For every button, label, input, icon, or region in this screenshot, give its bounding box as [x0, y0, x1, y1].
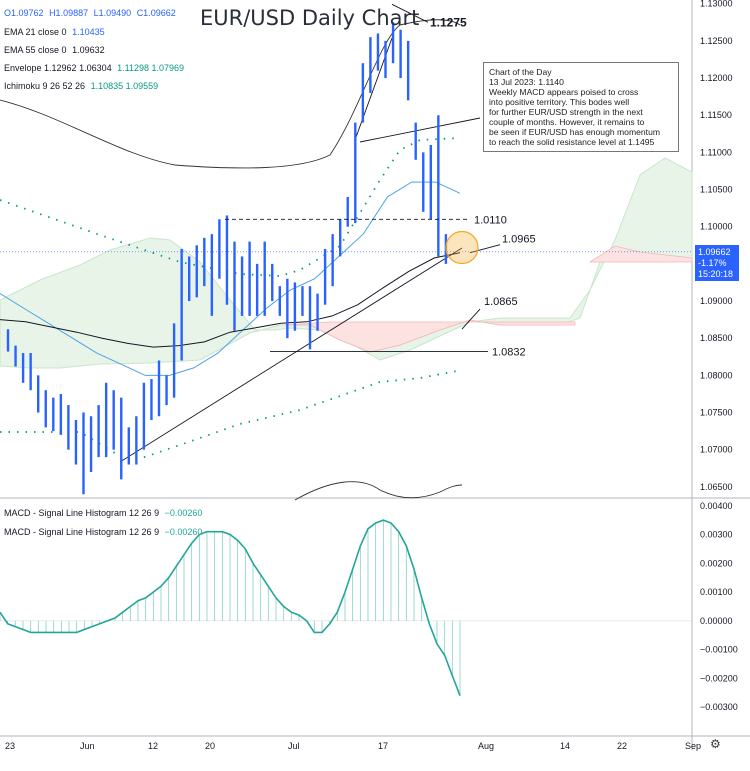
macd-axis-tick: −0.00100: [700, 645, 738, 655]
legend-ichimoku[interactable]: Ichimoku 9 26 52 26 1.10835 1.09559: [4, 81, 161, 91]
note-line: Chart of the Day: [489, 67, 552, 77]
open-value: O1.09762: [4, 8, 44, 18]
chart-of-the-day-note: Chart of the Day 13 Jul 2023: 1.1140 Wee…: [483, 62, 679, 152]
price-axis-tick: 1.07500: [700, 408, 733, 418]
macd-legend-1-value: −0.00260: [164, 508, 203, 518]
chart-title: EUR/USD Daily Chart: [200, 6, 420, 30]
macd-axis-tick: 0.00200: [700, 558, 733, 568]
note-line: be seen if EUR/USD has enough momentum: [489, 127, 661, 137]
ichimoku-cloud-red: [284, 319, 576, 353]
note-line: 13 Jul 2023: 1.1140: [489, 77, 564, 87]
time-axis-label: 17: [378, 741, 388, 751]
legend-ema21-label: EMA 21 close 0: [4, 27, 67, 37]
price-axis-tick: 1.12500: [700, 36, 733, 46]
price-axis-tick: 1.10000: [700, 222, 733, 232]
price-axis-tick: 1.07000: [700, 445, 733, 455]
legend-ema55-label: EMA 55 close 0: [4, 45, 67, 55]
note-line: into positive territory. This bodes well: [489, 97, 630, 107]
price-axis-tick: 1.08500: [700, 333, 733, 343]
note-line: to reach the solid resistance level at 1…: [489, 137, 655, 147]
price-axis-tick: 1.13000: [700, 0, 733, 9]
macd-legend-1[interactable]: MACD - Signal Line Histogram 12 26 9 −0.…: [4, 508, 205, 518]
level-label: 1.0110: [474, 214, 507, 226]
macd-legend-2[interactable]: MACD - Signal Line Histogram 12 26 9 −0.…: [4, 527, 205, 537]
bar-countdown: 15:20:18: [698, 269, 734, 279]
close-value: C1.09662: [136, 8, 176, 18]
time-axis-label: 22: [617, 741, 627, 751]
price-axis-tick: 1.10500: [700, 185, 733, 195]
legend-ema21-value: 1.10435: [72, 27, 105, 37]
low-value: L1.09490: [93, 8, 132, 18]
envelope-upper-band: [0, 19, 461, 169]
last-price-tag: 1.09662 -1.17% 15:20:18: [695, 245, 739, 281]
macd-legend-2-value: −0.00260: [164, 527, 203, 537]
highlight-circle: [445, 230, 479, 265]
note-line: couple of months. However, it remains to: [489, 117, 645, 127]
ichimoku-base-line: [359, 117, 481, 143]
envelope-upper-dots: [0, 137, 461, 277]
time-axis-label: 12: [148, 741, 158, 751]
note-line: Weekly MACD appears poised to cross: [489, 87, 639, 97]
price-axis-tick: 1.06500: [700, 482, 733, 492]
time-axis-label: Jun: [80, 741, 95, 751]
high-value: H1.09887: [49, 8, 89, 18]
ema55-line: [0, 252, 461, 348]
macd-axis-tick: 0.00300: [700, 530, 733, 540]
price-change: -1.17%: [698, 258, 727, 268]
legend-ema55-value: 1.09632: [72, 45, 105, 55]
legend-ema21[interactable]: EMA 21 close 0 1.10435: [4, 27, 108, 37]
price-axis-tick: 1.11000: [700, 147, 732, 157]
ichimoku-cloud-red: [588, 245, 693, 263]
time-axis-label: Aug: [478, 741, 494, 751]
settings-gear-icon[interactable]: ⚙: [710, 737, 721, 751]
trend-line-up: [119, 247, 463, 463]
macd-axis-tick: 0.00400: [700, 501, 733, 511]
level-0965-pointer: [469, 244, 501, 254]
time-axis-label: 14: [560, 741, 570, 751]
price-axis-tick: 1.09000: [700, 296, 733, 306]
time-axis-label: 20: [205, 741, 215, 751]
legend-ichimoku-value: 1.10835 1.09559: [90, 81, 159, 91]
legend-envelope-label: Envelope 1.12962 1.06304: [4, 63, 112, 73]
price-axis-tick: 1.08000: [700, 370, 733, 380]
macd-legend-2-label: MACD - Signal Line Histogram 12 26 9: [4, 527, 160, 537]
note-line: for further EUR/USD strength in the next: [489, 107, 643, 117]
level-label: 1.0965: [502, 234, 536, 246]
legend-envelope[interactable]: Envelope 1.12962 1.06304 1.11298 1.07969: [4, 63, 187, 73]
level-label: 1.1275: [430, 15, 467, 29]
ohlc-legend: O1.09762 H1.09887 L1.09490 C1.09662: [4, 8, 179, 18]
time-axis-label: Sep: [685, 741, 701, 751]
last-price: 1.09662: [698, 247, 731, 257]
level-label: 1.0832: [492, 347, 526, 359]
time-axis-label: Jul: [288, 741, 300, 751]
macd-axis-tick: −0.00200: [700, 673, 738, 683]
legend-envelope-value: 1.11298 1.07969: [117, 63, 185, 73]
macd-axis-tick: 0.00100: [700, 587, 733, 597]
level-0865-pointer: [461, 308, 481, 330]
legend-ichimoku-label: Ichimoku 9 26 52 26: [4, 81, 86, 91]
envelope-lower-band: [294, 481, 463, 501]
macd-axis-tick: −0.00300: [700, 702, 738, 712]
macd-line: [0, 519, 461, 696]
price-axis-tick: 1.11500: [700, 110, 732, 120]
macd-axis-tick: 0.00000: [700, 616, 733, 626]
macd-legend-1-label: MACD - Signal Line Histogram 12 26 9: [4, 508, 160, 518]
price-axis-tick: 1.12000: [700, 73, 733, 83]
time-axis-label: 23: [5, 741, 15, 751]
level-1275-pointer: [391, 3, 429, 23]
level-label: 1.0865: [484, 296, 518, 308]
legend-ema55[interactable]: EMA 55 close 0 1.09632: [4, 45, 108, 55]
ema21-line: [0, 181, 461, 376]
